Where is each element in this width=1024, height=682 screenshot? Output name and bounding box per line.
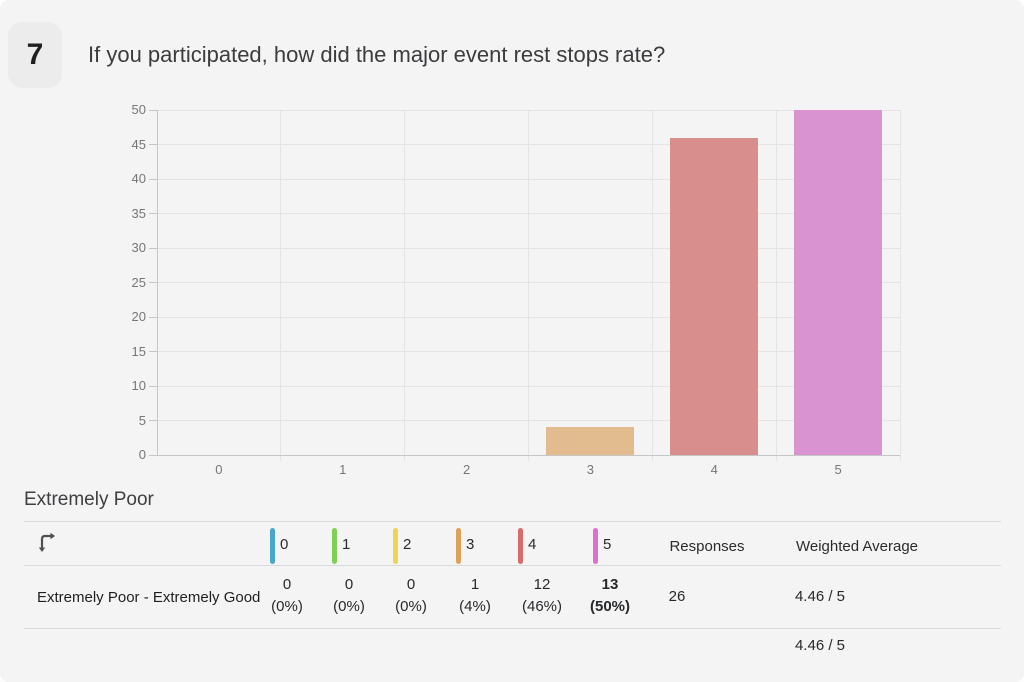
rating-color-marker bbox=[456, 528, 461, 564]
gridline-vertical bbox=[404, 110, 406, 461]
weighted-average-value: 4.46 / 5 bbox=[794, 588, 846, 605]
y-axis-tick bbox=[149, 420, 157, 421]
responses-header: Responses bbox=[669, 538, 745, 555]
gridline-vertical bbox=[651, 110, 653, 461]
footer-weighted-average: 4.46 / 5 bbox=[794, 637, 846, 654]
scale-label: Extremely Poor bbox=[24, 489, 154, 510]
y-axis-label: 5 bbox=[138, 412, 146, 428]
cell-percent: (50%) bbox=[589, 598, 630, 615]
question-number-badge: 7 bbox=[8, 22, 62, 88]
y-axis-tick bbox=[149, 351, 157, 352]
cell-percent: (46%) bbox=[521, 598, 562, 615]
x-axis-line bbox=[149, 455, 900, 456]
cell-count: 0 bbox=[282, 576, 292, 593]
cell-percent: (4%) bbox=[459, 598, 491, 615]
y-axis-label: 40 bbox=[131, 171, 146, 186]
gridline-vertical bbox=[899, 110, 901, 461]
x-axis-label: 1 bbox=[339, 462, 347, 477]
cell-count: 0 bbox=[406, 576, 416, 593]
y-axis-tick bbox=[149, 213, 157, 214]
x-axis-label: 2 bbox=[462, 462, 471, 477]
rating-column-header: 3 bbox=[466, 536, 475, 553]
rating-color-marker bbox=[518, 528, 523, 564]
y-axis-tick bbox=[149, 178, 157, 180]
rating-color-marker bbox=[593, 528, 598, 564]
y-axis-label: 0 bbox=[138, 447, 146, 462]
divider bbox=[24, 628, 1001, 629]
y-axis-line bbox=[157, 110, 158, 455]
y-axis-label: 15 bbox=[131, 343, 146, 359]
gridline-vertical bbox=[775, 110, 777, 461]
y-axis-tick bbox=[149, 144, 157, 145]
y-axis-label: 10 bbox=[131, 378, 146, 393]
divider bbox=[24, 565, 1001, 566]
weighted-average-header: Weighted Average bbox=[795, 538, 919, 555]
gridline-vertical bbox=[528, 110, 529, 461]
cell-count: 12 bbox=[533, 576, 551, 593]
bar-category-4 bbox=[670, 137, 759, 455]
responses-value: 26 bbox=[668, 588, 686, 605]
pivot-arrows-icon[interactable] bbox=[36, 530, 58, 559]
y-axis-tick bbox=[149, 247, 157, 249]
divider bbox=[24, 521, 1001, 522]
y-axis-label: 50 bbox=[131, 102, 146, 117]
x-axis-label: 4 bbox=[710, 462, 718, 477]
y-axis-label: 25 bbox=[131, 274, 146, 290]
question-title: If you participated, how did the major e… bbox=[88, 42, 666, 67]
rating-column-header: 2 bbox=[403, 536, 412, 553]
cell-percent: (0%) bbox=[333, 598, 365, 615]
x-axis-label: 3 bbox=[586, 462, 595, 477]
cell-percent: (0%) bbox=[395, 598, 427, 615]
cell-count: 1 bbox=[470, 576, 480, 593]
y-axis-tick bbox=[149, 282, 157, 283]
y-axis-label: 30 bbox=[131, 240, 146, 255]
bar-category-5 bbox=[794, 110, 883, 455]
y-axis-label: 45 bbox=[131, 136, 146, 152]
x-axis-label: 5 bbox=[834, 462, 842, 477]
rating-column-header: 0 bbox=[280, 536, 289, 553]
cell-percent: (0%) bbox=[271, 598, 303, 615]
rating-color-marker bbox=[393, 528, 398, 564]
rating-color-marker bbox=[270, 528, 275, 564]
cell-count: 13 bbox=[601, 576, 619, 593]
answer-row-label: Extremely Poor - Extremely Good bbox=[37, 589, 261, 606]
y-axis-tick bbox=[149, 316, 157, 318]
bar-category-3 bbox=[546, 427, 635, 455]
y-axis-label: 20 bbox=[131, 309, 146, 324]
rating-column-header: 5 bbox=[603, 536, 612, 553]
y-axis-label: 35 bbox=[131, 205, 146, 221]
rating-column-header: 1 bbox=[342, 536, 351, 553]
y-axis-tick bbox=[149, 109, 157, 111]
x-axis-label: 0 bbox=[215, 462, 223, 477]
y-axis-tick bbox=[149, 385, 157, 387]
rating-column-header: 4 bbox=[528, 536, 537, 553]
cell-count: 0 bbox=[344, 576, 354, 593]
rating-color-marker bbox=[332, 528, 337, 564]
gridline-vertical bbox=[280, 110, 282, 461]
